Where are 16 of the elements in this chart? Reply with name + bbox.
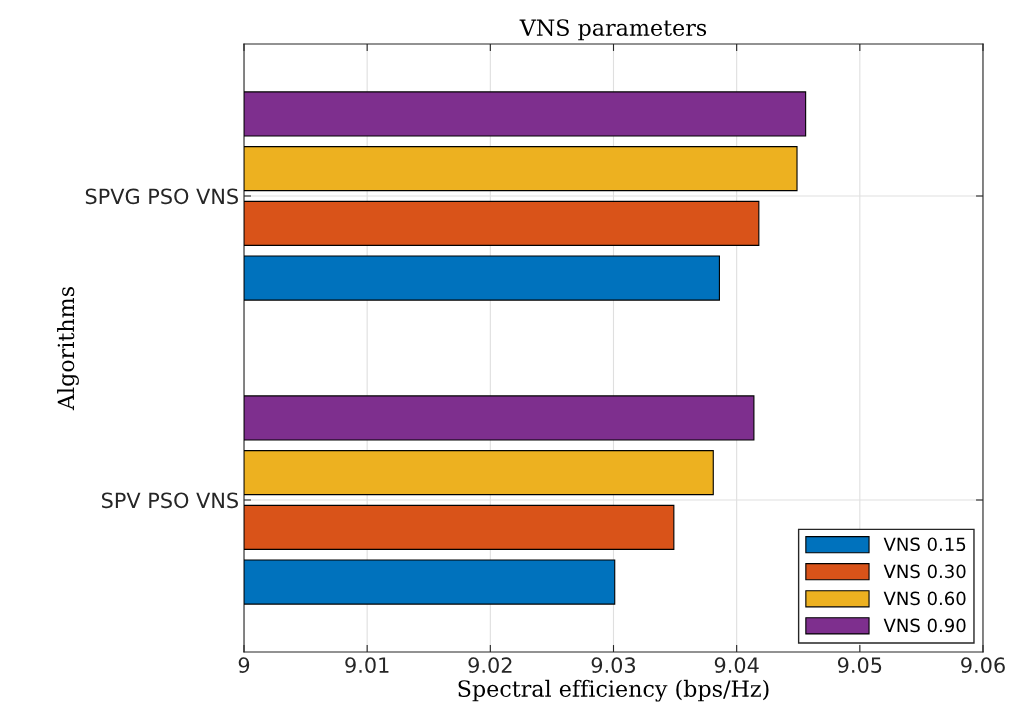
y-axis-title: Algorithms: [57, 287, 79, 411]
x-tick-label: 9.03: [591, 657, 636, 673]
x-tick-label: 9.06: [961, 657, 1005, 673]
y-tick-label: SPV PSO VNS: [101, 492, 238, 509]
chart-title: VNS parameters: [519, 19, 707, 41]
x-tick-label: 9.02: [468, 657, 512, 673]
x-tick-label: 9.04: [714, 657, 759, 673]
legend-label: VNS 0.90: [883, 618, 966, 633]
y-tick-label: SPVG PSO VNS: [85, 188, 238, 205]
x-tick-label: 9: [238, 657, 250, 673]
x-axis-title: Spectral efficiency (bps/Hz): [458, 679, 769, 702]
x-tick-label: 9.01: [345, 657, 389, 673]
x-tick-label: 9.05: [837, 657, 882, 673]
legend-label: VNS 0.30: [883, 564, 966, 579]
legend-label: VNS 0.15: [883, 537, 966, 552]
legend-label: VNS 0.60: [883, 591, 966, 606]
